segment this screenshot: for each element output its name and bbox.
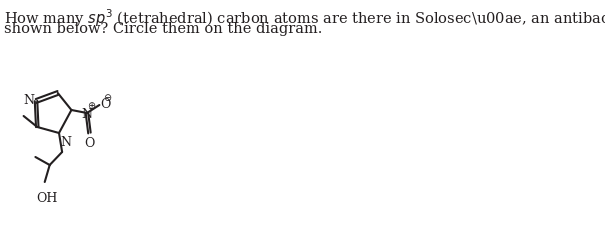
Text: N: N bbox=[82, 107, 93, 121]
Text: O: O bbox=[100, 99, 111, 111]
Text: How many $\mathit{sp}^3$ (tetrahedral) carbon atoms are there in Solosec\u00ae, : How many $\mathit{sp}^3$ (tetrahedral) c… bbox=[4, 7, 605, 29]
Text: N: N bbox=[23, 94, 34, 106]
Text: ⊕: ⊕ bbox=[87, 101, 96, 111]
Text: OH: OH bbox=[36, 192, 57, 205]
Text: O: O bbox=[84, 137, 94, 150]
Text: shown below? Circle them on the diagram.: shown below? Circle them on the diagram. bbox=[4, 22, 322, 36]
Text: ⊖: ⊖ bbox=[103, 93, 111, 103]
Text: N: N bbox=[60, 136, 71, 149]
